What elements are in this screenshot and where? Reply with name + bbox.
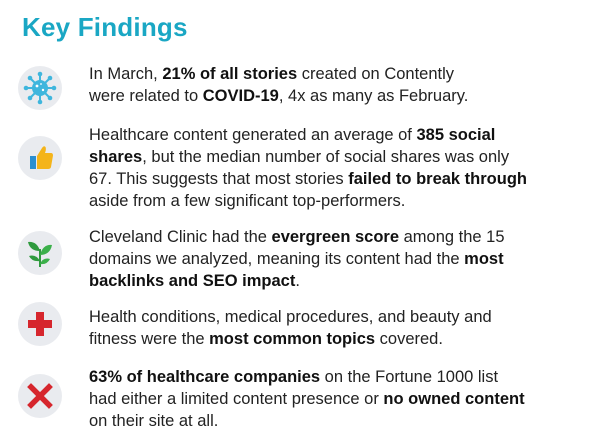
body-text: on the Fortune 1000 list xyxy=(320,368,499,386)
body-text: In March, xyxy=(89,65,163,83)
emphasis-text: no owned content xyxy=(383,390,525,408)
body-text: , 4x as many as February. xyxy=(278,87,469,105)
emphasis-text: most xyxy=(464,250,504,268)
virus-icon xyxy=(18,66,62,110)
finding-text: Healthcare content generated an average … xyxy=(89,124,589,212)
emphasis-text: most common topics xyxy=(209,330,376,348)
finding-text: Health conditions, medical procedures, a… xyxy=(89,306,589,350)
emphasis-text: 385 social xyxy=(416,126,496,144)
body-text: fitness were the xyxy=(89,330,210,348)
plant-icon xyxy=(18,231,62,275)
finding-text: 63% of healthcare companies on the Fortu… xyxy=(89,366,589,432)
finding-text: In March, 21% of all stories created on … xyxy=(89,63,589,107)
body-text: 67. This suggests that most stories xyxy=(89,170,349,188)
body-text: on their site at all. xyxy=(89,412,219,430)
emphasis-text: shares xyxy=(89,148,143,166)
page-title: Key Findings xyxy=(22,12,188,42)
emphasis-text: 63% of healthcare companies xyxy=(89,368,321,386)
body-text: covered. xyxy=(375,330,443,348)
body-text: aside from a few significant top-perform… xyxy=(89,192,406,210)
body-text: Cleveland Clinic had the xyxy=(89,228,272,246)
body-text: Healthcare content generated an average … xyxy=(89,126,417,144)
body-text: had either a limited content presence or xyxy=(89,390,384,408)
body-text: were related to xyxy=(89,87,203,105)
emphasis-text: COVID-19 xyxy=(202,87,279,105)
x-mark-icon xyxy=(18,374,62,418)
body-text: . xyxy=(295,272,300,290)
body-text: among the 15 xyxy=(399,228,505,246)
emphasis-text: evergreen score xyxy=(271,228,400,246)
medical-cross-icon xyxy=(18,302,62,346)
body-text: Health conditions, medical procedures, a… xyxy=(89,308,492,326)
body-text: domains we analyzed, meaning its content… xyxy=(89,250,465,268)
emphasis-text: backlinks and SEO impact xyxy=(89,272,296,290)
finding-text: Cleveland Clinic had the evergreen score… xyxy=(89,226,589,292)
body-text: , but the median number of social shares… xyxy=(142,148,510,166)
emphasis-text: failed to break through xyxy=(348,170,527,188)
emphasis-text: 21% of all stories xyxy=(162,65,298,83)
thumbs-up-icon xyxy=(18,136,62,180)
body-text: created on Contently xyxy=(297,65,455,83)
